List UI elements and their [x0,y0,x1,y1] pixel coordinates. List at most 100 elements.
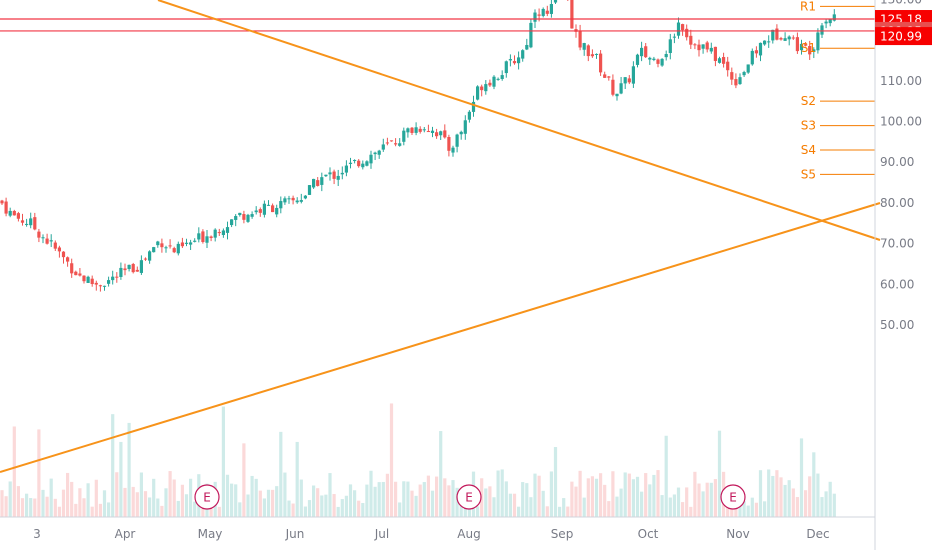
horizontal-levels[interactable] [0,18,875,32]
candle-body [61,251,66,258]
volume-bar [787,480,791,517]
candle-body [262,203,266,215]
volume-bar [365,484,369,517]
volume-bar [570,481,574,517]
volume-bar [480,478,484,517]
candle-body [533,12,537,22]
candle-body [70,263,74,274]
candle-body [213,229,217,238]
candle-body [787,36,791,40]
candle-body [152,247,156,253]
volume-bar [348,484,353,517]
volume-bar [172,479,176,517]
candle-body [722,57,726,64]
candle-body [808,46,812,55]
volume-bar [94,479,98,517]
price-tick-label: 60.00 [880,277,914,291]
candle-body [348,162,353,164]
candle-body [394,143,398,145]
volume-bar [70,481,74,517]
volume-bar [357,500,361,517]
volume-bar [484,488,488,517]
candle-body [648,57,652,60]
volume-bar [599,473,603,517]
volume-bar [672,494,676,517]
volume-bar [447,485,451,517]
volume-bar [283,472,287,517]
candle-body [336,175,340,180]
candle-body [717,58,722,63]
candle-body [381,144,385,150]
candle-body [201,231,205,242]
volume-bar [742,501,746,517]
candle-body [250,214,254,217]
time-tick-label: 3 [33,527,41,541]
candle-body [16,213,20,219]
candle-body [758,42,763,56]
volume-bar [455,487,459,517]
candle-body [123,268,127,271]
time-tick-label: Jul [374,527,389,541]
candle-body [783,38,787,41]
earnings-circle[interactable] [194,484,220,510]
candle-body [307,185,312,195]
volume-bar [574,486,578,517]
candle-body [303,195,307,199]
candle-body [521,50,525,59]
volume-bar [812,452,816,517]
volume-bar [758,470,763,517]
candle-body [492,76,496,87]
descending-trendline[interactable] [157,0,881,241]
volume-bar [61,489,66,517]
candle-body [86,276,90,283]
volume-bar [176,500,180,517]
candle-body [156,241,160,246]
volume-bar [135,492,139,517]
earnings-marker[interactable]: E [194,484,220,510]
volume-bar [111,414,115,517]
earnings-circle[interactable] [720,484,746,510]
candle-body [143,258,148,260]
volume-bar [828,481,832,517]
pivot-label: S1 [801,41,816,55]
candle-body [254,210,258,213]
earnings-circle[interactable] [456,484,482,510]
earnings-marker[interactable]: E [456,484,482,510]
volume-bar [832,493,836,517]
volume-bar [586,478,590,517]
volume-bar [635,476,640,517]
candle-body [488,82,492,86]
volume-bar [640,491,644,517]
volume-bar [603,484,607,517]
volume-bar [435,476,439,517]
candle-body [545,10,549,14]
volume-bar [512,493,517,517]
candle-body [746,64,750,73]
volume-bar [451,480,455,517]
volume-bar [316,488,320,517]
candle-body [582,43,586,50]
trendlines[interactable] [0,0,881,473]
volume-bar [549,471,553,517]
volume-bar [361,503,365,517]
volume-bar [107,502,111,517]
ascending-trendline[interactable] [0,202,881,473]
candle-body [631,66,635,84]
earnings-marker[interactable]: E [720,484,746,510]
volume-bar [504,481,508,517]
candle-body [771,29,775,41]
candle-body [98,285,102,287]
volume-bar [627,473,631,517]
volume-bar [492,497,496,517]
time-axis[interactable]: 3 Apr May Jun Jul Aug Sep Oct Nov Dec [33,527,829,541]
volume-bar [566,506,570,517]
candle-body [832,14,836,21]
candle-body [668,39,672,54]
volume-bar [533,473,537,517]
volume-bar [824,491,828,517]
candle-body [644,46,648,58]
candle-body [426,131,430,133]
candle-body [217,232,221,234]
volume-bar [607,501,611,517]
candle-body [443,130,447,138]
